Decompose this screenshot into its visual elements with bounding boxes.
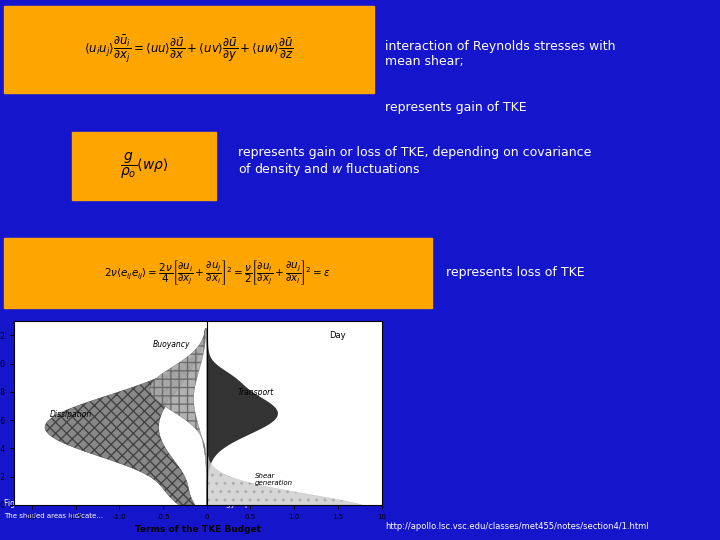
Text: $\dfrac{g}{\rho_o} \langle w\rho \rangle$: $\dfrac{g}{\rho_o} \langle w\rho \rangle… (120, 151, 168, 181)
FancyBboxPatch shape (4, 6, 374, 93)
Text: represents loss of TKE: represents loss of TKE (446, 266, 585, 279)
Text: represents gain of TKE: represents gain of TKE (385, 102, 527, 114)
Text: http://apollo.lsc.vsc.edu/classes/met455/notes/section4/1.html: http://apollo.lsc.vsc.edu/classes/met455… (385, 522, 649, 531)
Text: Shear
generation: Shear generation (255, 473, 293, 486)
X-axis label: Terms of the TKE Budget: Terms of the TKE Budget (135, 525, 261, 535)
Text: interaction of Reynolds stresses with
mean shear;: interaction of Reynolds stresses with me… (385, 40, 616, 68)
FancyBboxPatch shape (72, 132, 216, 200)
Text: represents gain or loss of TKE, depending on covariance
of density and $w$ fluct: represents gain or loss of TKE, dependin… (238, 146, 591, 178)
Text: Buoyancy: Buoyancy (153, 340, 190, 349)
Text: Day: Day (329, 331, 346, 340)
Text: $\langle u_i u_j \rangle \dfrac{\partial \bar{u}_i}{\partial x_j} = \langle uu \: $\langle u_i u_j \rangle \dfrac{\partial… (84, 34, 294, 65)
Text: $2\nu \langle e_{ij} e_{ij} \rangle = \dfrac{2\nu}{4} \left[ \dfrac{\partial u_i: $2\nu \langle e_{ij} e_{ij} \rangle = \d… (104, 259, 331, 287)
Text: Transport: Transport (238, 388, 274, 397)
Text: The shaded areas indicate...: The shaded areas indicate... (4, 512, 102, 519)
Text: Fig. 5.4    Normalized terms in the turbulence kinetic energy equation.: Fig. 5.4 Normalized terms in the turbule… (4, 499, 274, 508)
FancyBboxPatch shape (4, 238, 432, 308)
Text: Dissipation: Dissipation (50, 410, 91, 420)
